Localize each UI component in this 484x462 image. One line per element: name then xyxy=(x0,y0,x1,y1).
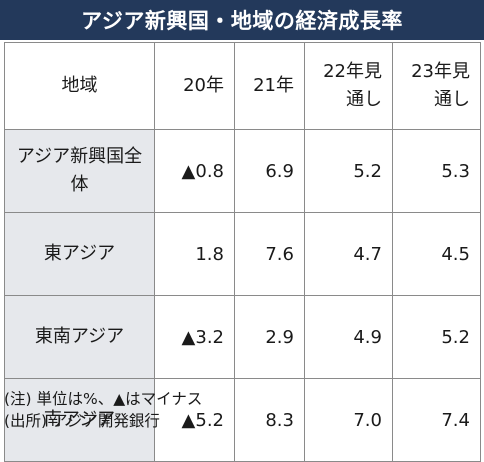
table-cell: 1.8 xyxy=(154,212,235,296)
footnotes: (注) 単位は%、▲はマイナス (出所) アジア開発銀行 xyxy=(4,388,202,432)
table-header-row: 地域 20年 21年 22年見通し 23年見通し xyxy=(4,42,481,130)
page-title: アジア新興国・地域の経済成長率 xyxy=(0,0,484,40)
unit-note: (注) 単位は%、▲はマイナス xyxy=(4,390,203,408)
column-header-2021: 21年 xyxy=(234,42,305,130)
table-cell: 8.3 xyxy=(234,378,305,462)
table-cell: 2.9 xyxy=(234,295,305,379)
table-cell: 4.9 xyxy=(304,295,393,379)
table-cell: 5.3 xyxy=(392,129,481,213)
table-row: 東南アジア ▲3.2 2.9 4.9 5.2 xyxy=(4,295,481,379)
column-header-2022-forecast: 22年見通し xyxy=(304,42,393,130)
column-header-2023-forecast: 23年見通し xyxy=(392,42,481,130)
table-cell: 6.9 xyxy=(234,129,305,213)
source-note: (出所) アジア開発銀行 xyxy=(4,412,160,430)
table-cell: 4.5 xyxy=(392,212,481,296)
table-cell: 4.7 xyxy=(304,212,393,296)
table-cell: 5.2 xyxy=(304,129,393,213)
row-label: 東南アジア xyxy=(4,295,155,379)
table-row: アジア新興国全体 ▲0.8 6.9 5.2 5.3 xyxy=(4,129,481,213)
table-cell: 7.4 xyxy=(392,378,481,462)
table-cell: ▲0.8 xyxy=(154,129,235,213)
table-cell: 5.2 xyxy=(392,295,481,379)
table-cell: 7.6 xyxy=(234,212,305,296)
row-label: アジア新興国全体 xyxy=(4,129,155,213)
table-row: 東アジア 1.8 7.6 4.7 4.5 xyxy=(4,212,481,296)
table-cell: ▲3.2 xyxy=(154,295,235,379)
table-cell: 7.0 xyxy=(304,378,393,462)
row-label: 東アジア xyxy=(4,212,155,296)
column-header-2020: 20年 xyxy=(154,42,235,130)
column-header-region: 地域 xyxy=(4,42,155,130)
